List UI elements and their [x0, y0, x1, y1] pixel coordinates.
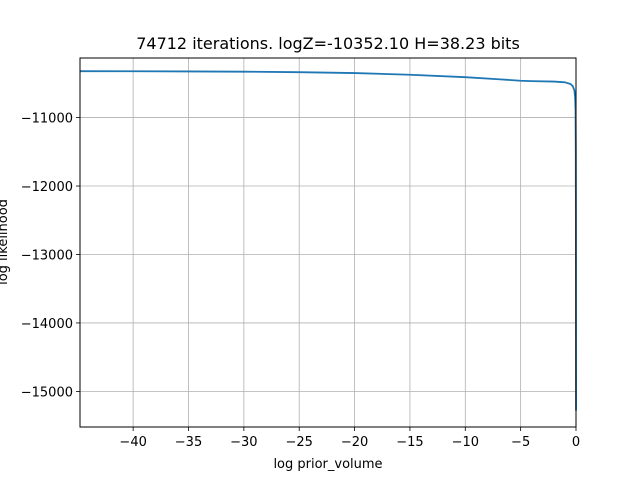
- y-tick-label-4: −15000: [21, 385, 73, 400]
- x-tick-label-5: −15: [396, 435, 423, 450]
- x-tick-label-3: −25: [285, 435, 312, 450]
- chart-title: 74712 iterations. logZ=-10352.10 H=38.23…: [136, 34, 520, 53]
- x-tick-label-6: −10: [452, 435, 479, 450]
- x-tick-label-1: −35: [175, 435, 202, 450]
- y-tick-label-0: −11000: [21, 112, 73, 127]
- x-tick-label-2: −30: [230, 435, 257, 450]
- y-axis-label: log likelihood: [0, 199, 11, 285]
- plot-background: [80, 58, 576, 427]
- x-tick-label-7: −5: [511, 435, 530, 450]
- y-tick-label-2: −13000: [21, 248, 73, 263]
- series-line-0: [79, 70, 577, 411]
- x-tick-label-4: −20: [341, 435, 368, 450]
- x-tick-label-0: −40: [119, 435, 146, 450]
- plot-frame: [79, 57, 577, 428]
- y-tick-label-1: −12000: [21, 180, 73, 195]
- x-axis-label: log prior_volume: [273, 457, 382, 472]
- series-layer: [79, 70, 577, 411]
- y-tick-label-3: −14000: [21, 317, 73, 332]
- axis-ticks: −40 −35 −30 −25 −20 −15 −10 −5 0 −11000 −12000 −130…: [21, 112, 580, 450]
- x-tick-label-8: 0: [572, 435, 580, 450]
